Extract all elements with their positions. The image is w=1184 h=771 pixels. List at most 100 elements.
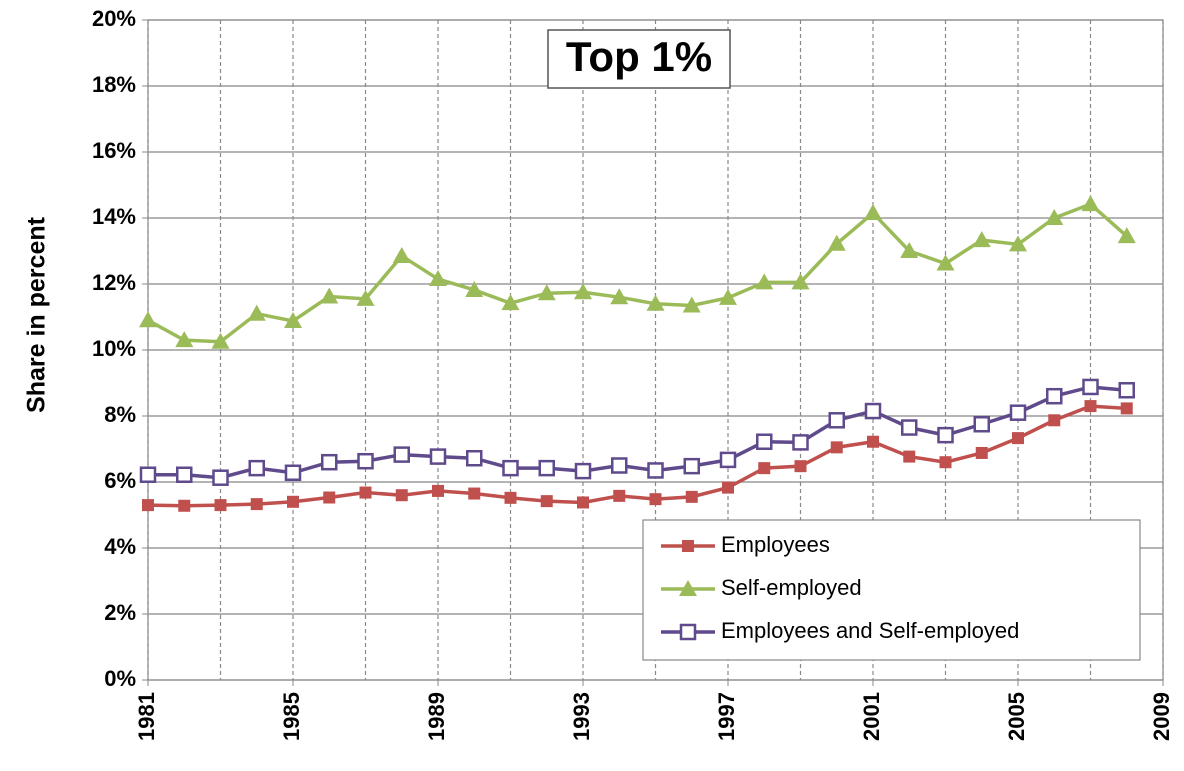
point: [975, 446, 988, 459]
point: [937, 426, 954, 444]
point: [1082, 378, 1099, 396]
point: [468, 487, 481, 500]
legend-frame: [642, 519, 1141, 661]
point: [178, 499, 191, 512]
y-tick-label: 14%: [92, 204, 136, 229]
point: [502, 459, 519, 477]
point: [973, 416, 990, 433]
point: [1045, 209, 1064, 225]
point: [395, 489, 408, 502]
point: [538, 459, 555, 477]
point: [321, 453, 338, 471]
point: [646, 294, 665, 311]
point: [214, 499, 227, 512]
point: [392, 246, 411, 263]
y-tick-label: 6%: [104, 468, 136, 493]
series-line: [147, 404, 1127, 508]
point: [248, 459, 265, 477]
point: [1012, 432, 1024, 445]
point: [939, 456, 952, 469]
y-tick-label: 2%: [104, 600, 136, 625]
point: [867, 435, 879, 448]
point: [719, 288, 737, 305]
point: [794, 460, 807, 473]
point: [1081, 195, 1100, 212]
x-tick-label: 1985: [279, 692, 304, 741]
point: [1009, 404, 1027, 421]
point: [830, 441, 843, 454]
point: [357, 452, 374, 470]
title-frame: [547, 29, 731, 89]
point: [1009, 235, 1027, 252]
title-box: Top 1%: [547, 29, 731, 89]
y-tick-label: 0%: [104, 666, 136, 691]
point: [649, 493, 662, 506]
point: [647, 462, 664, 479]
point: [758, 462, 771, 475]
y-tick-label: 16%: [92, 138, 136, 163]
y-axis-label: Share in percent: [23, 216, 51, 413]
point: [537, 284, 556, 301]
point: [828, 412, 845, 429]
point: [685, 490, 698, 503]
x-tick-label: 1989: [424, 692, 449, 741]
point: [1118, 382, 1135, 399]
point: [610, 288, 629, 305]
point: [903, 450, 916, 463]
legend-marker: [679, 580, 697, 596]
point: [864, 204, 882, 221]
point: [320, 287, 339, 304]
chart-title: Top 1%: [566, 33, 712, 80]
point: [1048, 414, 1061, 427]
point: [142, 499, 154, 512]
legend-marker: [679, 623, 697, 641]
point: [722, 481, 734, 494]
point: [719, 451, 737, 469]
x-tick-label: 2009: [1149, 692, 1174, 741]
y-tick-label: 20%: [92, 6, 136, 31]
legend-label: Self-employed: [721, 575, 862, 600]
point: [356, 289, 375, 306]
point: [683, 457, 700, 475]
point: [901, 419, 918, 436]
x-tick-label: 1997: [714, 692, 739, 741]
legend-marker: [682, 540, 694, 552]
point: [287, 495, 299, 508]
point: [613, 489, 626, 502]
point: [432, 484, 444, 497]
point: [936, 254, 955, 271]
point: [972, 231, 991, 248]
x-tick-label: 1981: [134, 692, 159, 741]
point: [211, 332, 230, 349]
series-line: [147, 202, 1128, 344]
point: [792, 434, 809, 451]
point: [212, 469, 229, 486]
point: [540, 495, 553, 508]
point: [139, 311, 157, 328]
point: [247, 304, 266, 321]
point: [501, 294, 520, 311]
point: [900, 242, 919, 258]
point: [756, 433, 773, 450]
y-tick-label: 4%: [104, 534, 136, 559]
y-tick-label: 12%: [92, 270, 136, 295]
point: [466, 449, 483, 467]
point: [577, 496, 589, 509]
x-tick-label: 2001: [859, 692, 884, 741]
point: [429, 448, 447, 465]
point: [284, 464, 302, 482]
point: [323, 491, 336, 504]
series-line: [148, 385, 1127, 480]
point: [139, 466, 157, 483]
point: [574, 462, 592, 480]
point: [175, 331, 194, 348]
point: [1117, 227, 1136, 244]
point: [1120, 402, 1133, 415]
point: [1084, 400, 1097, 413]
y-tick-label: 8%: [104, 402, 136, 427]
point: [682, 296, 701, 313]
legend-label: Employees and Self-employed: [721, 618, 1019, 643]
point: [176, 466, 193, 483]
